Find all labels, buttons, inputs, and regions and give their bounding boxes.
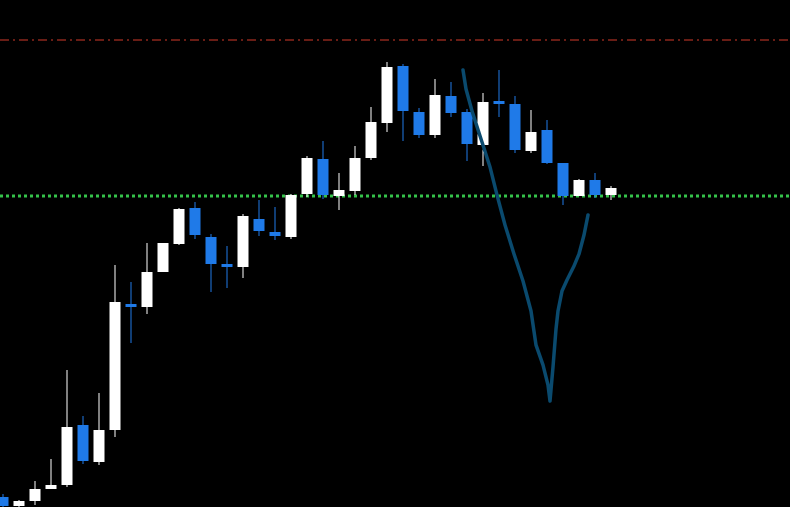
candle-body bbox=[93, 430, 105, 462]
candle-body bbox=[557, 163, 569, 196]
candle-body bbox=[269, 232, 281, 236]
bearish-candle bbox=[589, 173, 601, 198]
candle-body bbox=[525, 132, 537, 151]
bullish-candle bbox=[525, 110, 537, 153]
bullish-candle bbox=[349, 146, 361, 195]
bearish-candle bbox=[125, 282, 137, 343]
candle-body bbox=[429, 95, 441, 135]
candle-body bbox=[397, 66, 409, 111]
bullish-candle bbox=[477, 93, 489, 166]
bullish-candle bbox=[157, 243, 169, 272]
bullish-candle bbox=[13, 500, 25, 507]
bearish-candle bbox=[221, 246, 233, 288]
bullish-candle bbox=[173, 208, 185, 245]
bearish-candle bbox=[509, 96, 521, 153]
bearish-candle bbox=[557, 163, 569, 205]
candle-body bbox=[125, 304, 137, 307]
candle-body bbox=[589, 180, 601, 195]
bullish-candle bbox=[141, 243, 153, 314]
drawn-annotations bbox=[461, 68, 590, 403]
bearish-candle bbox=[317, 141, 329, 199]
bullish-candle bbox=[109, 265, 121, 437]
candle-body bbox=[173, 209, 185, 244]
candles bbox=[0, 62, 617, 507]
candle-body bbox=[45, 485, 57, 489]
candle-body bbox=[477, 102, 489, 145]
candle-body bbox=[365, 122, 377, 158]
candle-body bbox=[157, 243, 169, 272]
bullish-candle bbox=[429, 79, 441, 138]
bullish-candle bbox=[333, 173, 345, 210]
bullish-candle bbox=[93, 393, 105, 465]
candle-body bbox=[509, 104, 521, 150]
candle-body bbox=[285, 195, 297, 237]
candle-body bbox=[573, 180, 585, 196]
price-levels bbox=[0, 39, 790, 198]
bullish-candle bbox=[29, 481, 41, 505]
candle-body bbox=[109, 302, 121, 430]
bullish-candle bbox=[285, 194, 297, 239]
bullish-candle bbox=[605, 186, 617, 200]
candle-body bbox=[237, 216, 249, 267]
bearish-candle bbox=[461, 109, 473, 161]
bearish-candle bbox=[541, 120, 553, 164]
bearish-candle bbox=[253, 200, 265, 236]
bearish-candle bbox=[77, 416, 89, 464]
bearish-candle bbox=[189, 202, 201, 239]
candle-body bbox=[205, 237, 217, 264]
candle-body bbox=[317, 159, 329, 195]
bearish-candle bbox=[205, 234, 217, 292]
candle-body bbox=[0, 497, 9, 506]
candle-body bbox=[349, 158, 361, 191]
candle-body bbox=[381, 67, 393, 123]
candle-body bbox=[13, 501, 25, 506]
candle-body bbox=[221, 264, 233, 267]
bullish-candle bbox=[573, 179, 585, 196]
candle-body bbox=[605, 188, 617, 195]
bullish-candle bbox=[45, 459, 57, 489]
candle-body bbox=[77, 425, 89, 461]
bullish-candle bbox=[61, 370, 73, 487]
candle-body bbox=[141, 272, 153, 307]
bullish-candle bbox=[237, 214, 249, 278]
bullish-candle bbox=[301, 156, 313, 197]
bearish-candle bbox=[493, 70, 505, 117]
candle-body bbox=[189, 208, 201, 235]
bearish-candle bbox=[397, 64, 409, 141]
candle-body bbox=[413, 112, 425, 135]
candle-body bbox=[493, 101, 505, 104]
candle-body bbox=[253, 219, 265, 231]
bearish-candle bbox=[445, 82, 457, 117]
bearish-candle bbox=[269, 207, 281, 240]
drawn-curve-annotation[interactable] bbox=[461, 68, 590, 403]
bullish-candle bbox=[365, 107, 377, 160]
bearish-candle bbox=[0, 494, 9, 507]
candle-body bbox=[333, 190, 345, 196]
candle-body bbox=[29, 489, 41, 501]
candle-body bbox=[541, 130, 553, 163]
bullish-candle bbox=[381, 62, 393, 132]
bearish-candle bbox=[413, 108, 425, 138]
candle-body bbox=[61, 427, 73, 485]
candle-body bbox=[301, 158, 313, 194]
candle-body bbox=[445, 96, 457, 113]
candle-body bbox=[461, 112, 473, 144]
